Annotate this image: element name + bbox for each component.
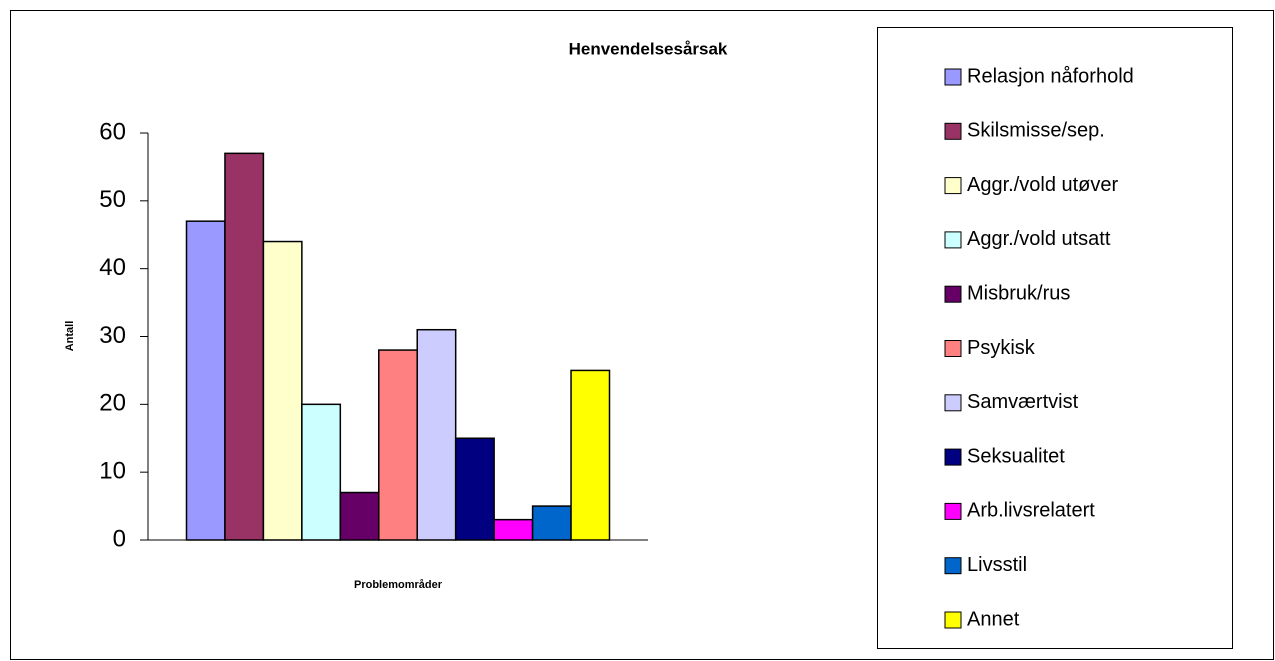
legend-label: Misbruk/rus [967, 282, 1070, 304]
bar [339, 491, 380, 541]
bar [531, 505, 572, 541]
bar [224, 152, 265, 541]
legend-swatch [944, 611, 962, 629]
legend-label: Annet [967, 608, 1020, 630]
y-tick-label: 60 [99, 118, 126, 145]
legend-label: Psykisk [967, 337, 1036, 359]
legend-swatch [944, 177, 962, 195]
chart-title: Henvendelsesårsak [569, 39, 728, 58]
y-tick-label: 0 [113, 525, 126, 552]
bar [416, 328, 457, 541]
bar [454, 437, 495, 541]
legend-label: Relasjon nåforhold [967, 65, 1134, 87]
bar [262, 240, 303, 541]
y-axis-label: Antall [64, 321, 76, 352]
legend-swatch [944, 231, 962, 249]
legend-label: Aggr./vold utsatt [967, 228, 1111, 250]
legend-label: Arb.livsrelatert [967, 500, 1095, 522]
bar [301, 403, 342, 541]
y-tick-label: 30 [99, 322, 126, 349]
legend-swatch [944, 448, 962, 466]
legend-box [877, 27, 1233, 649]
legend-label: Livsstil [967, 554, 1027, 576]
legend-label: Samværtvist [967, 391, 1079, 413]
legend-swatch [944, 68, 962, 86]
y-tick-label: 50 [99, 186, 126, 213]
legend-swatch [944, 340, 962, 357]
legend-swatch [944, 394, 962, 412]
bar [570, 369, 611, 541]
bar [185, 220, 226, 541]
legend-swatch [944, 285, 962, 303]
legend-swatch [944, 557, 962, 575]
bar [493, 518, 534, 541]
legend-label: Aggr./vold utøver [967, 174, 1119, 196]
y-tick-label: 40 [99, 254, 126, 281]
legend-swatch [944, 122, 962, 140]
x-axis-label: Problemområder [354, 579, 443, 591]
legend-swatch [944, 502, 962, 520]
bar [378, 349, 418, 541]
legend-label: Skilsmisse/sep. [967, 120, 1105, 142]
y-tick-label: 20 [99, 390, 126, 417]
legend-label: Seksualitet [967, 445, 1065, 467]
y-tick-label: 10 [99, 458, 126, 485]
